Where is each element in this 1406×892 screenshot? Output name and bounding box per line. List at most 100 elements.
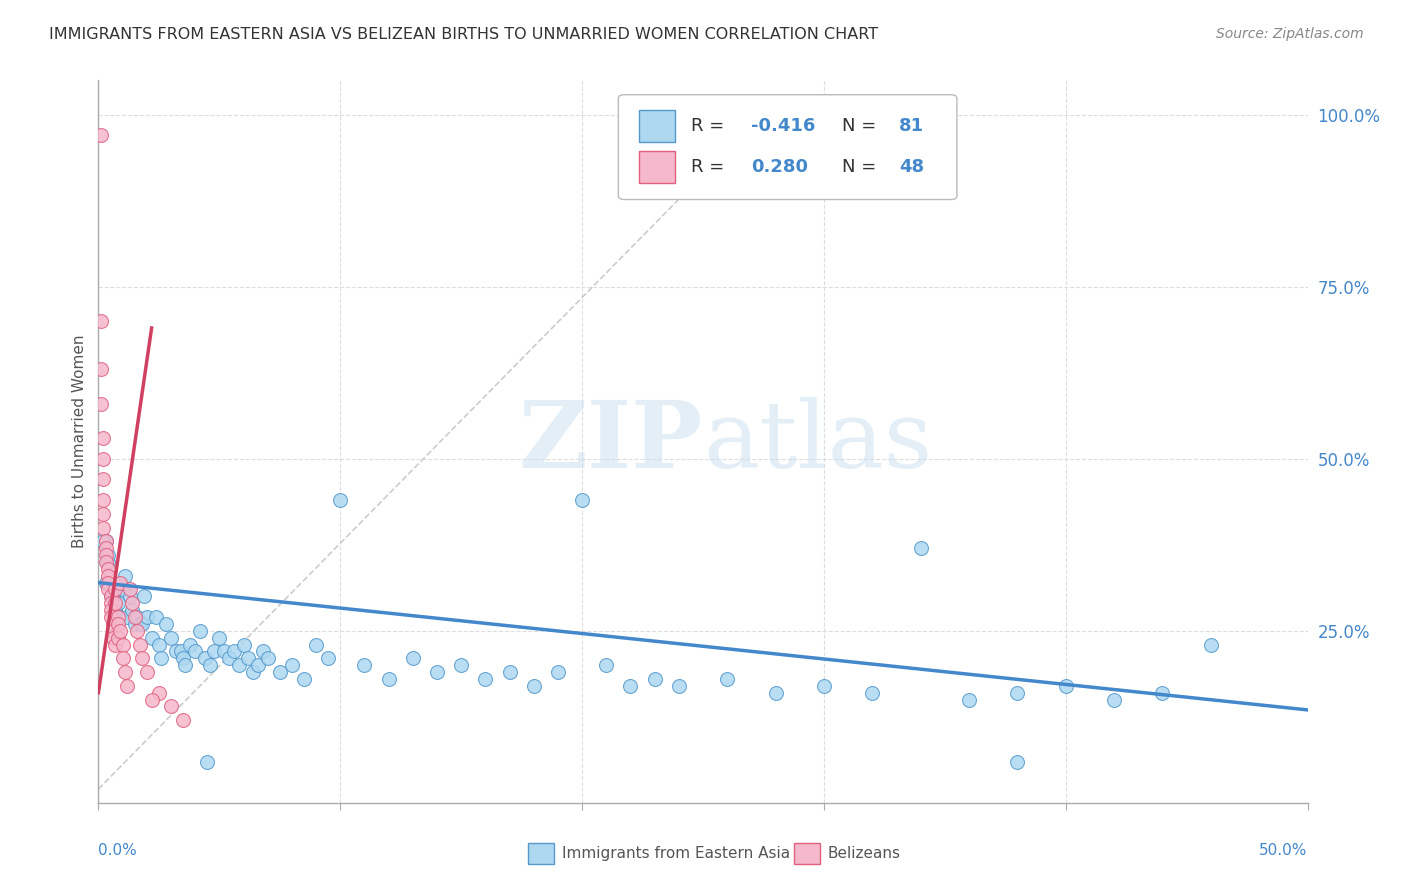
- Text: 50.0%: 50.0%: [1260, 843, 1308, 857]
- Point: [111, 582, 134, 597]
- Point: [135, 610, 157, 624]
- Text: 0.0%: 0.0%: [98, 843, 138, 857]
- Point: [94, 541, 117, 556]
- Point: [1152, 686, 1174, 700]
- Point: [101, 624, 124, 638]
- Point: [108, 624, 131, 638]
- Point: [100, 590, 122, 604]
- Point: [131, 651, 153, 665]
- Point: [111, 638, 134, 652]
- Point: [104, 638, 127, 652]
- Text: IMMIGRANTS FROM EASTERN ASIA VS BELIZEAN BIRTHS TO UNMARRIED WOMEN CORRELATION C: IMMIGRANTS FROM EASTERN ASIA VS BELIZEAN…: [49, 27, 879, 42]
- Point: [118, 582, 141, 597]
- Point: [100, 610, 122, 624]
- Point: [90, 128, 112, 143]
- Point: [100, 603, 122, 617]
- Text: R =: R =: [690, 158, 730, 176]
- Text: ZIP: ZIP: [519, 397, 703, 486]
- Point: [91, 472, 114, 486]
- Point: [97, 555, 120, 569]
- Point: [97, 568, 120, 582]
- Point: [94, 534, 117, 549]
- Point: [242, 665, 264, 679]
- Point: [94, 534, 117, 549]
- Point: [172, 651, 194, 665]
- Point: [127, 624, 149, 638]
- Point: [595, 658, 617, 673]
- Point: [179, 638, 201, 652]
- Point: [155, 616, 177, 631]
- Point: [377, 672, 399, 686]
- Point: [135, 665, 157, 679]
- Point: [101, 590, 124, 604]
- Point: [172, 713, 194, 727]
- Point: [813, 679, 835, 693]
- Text: N =: N =: [842, 158, 882, 176]
- FancyBboxPatch shape: [619, 95, 957, 200]
- Point: [1102, 692, 1125, 706]
- Point: [91, 451, 114, 466]
- Point: [148, 638, 170, 652]
- Point: [91, 534, 114, 549]
- Point: [174, 658, 197, 673]
- Point: [124, 616, 146, 631]
- Point: [148, 686, 170, 700]
- Point: [94, 548, 117, 562]
- Point: [97, 548, 120, 562]
- Point: [1199, 638, 1222, 652]
- Point: [198, 658, 221, 673]
- Point: [1054, 679, 1077, 693]
- Point: [141, 631, 163, 645]
- Point: [101, 631, 124, 645]
- Point: [252, 644, 274, 658]
- Point: [860, 686, 883, 700]
- Point: [117, 679, 139, 693]
- Point: [97, 562, 120, 576]
- Point: [104, 603, 127, 617]
- Point: [184, 644, 207, 658]
- Point: [91, 507, 114, 521]
- Point: [228, 658, 250, 673]
- Point: [305, 638, 328, 652]
- Text: 48: 48: [898, 158, 924, 176]
- Point: [108, 610, 131, 624]
- Point: [91, 520, 114, 534]
- Point: [97, 582, 120, 597]
- Point: [114, 665, 136, 679]
- Text: Belizeans: Belizeans: [828, 846, 901, 861]
- Point: [108, 575, 131, 590]
- Point: [1007, 755, 1029, 769]
- Bar: [638, 151, 675, 183]
- Point: [97, 575, 120, 590]
- Point: [247, 658, 270, 673]
- Point: [111, 651, 134, 665]
- Point: [402, 651, 425, 665]
- Point: [353, 658, 375, 673]
- Point: [204, 644, 226, 658]
- Point: [218, 651, 240, 665]
- Point: [107, 616, 129, 631]
- Point: [232, 638, 254, 652]
- Text: N =: N =: [842, 117, 882, 135]
- Point: [571, 493, 593, 508]
- Point: [128, 616, 150, 631]
- Bar: [638, 110, 675, 142]
- Point: [208, 631, 231, 645]
- Point: [160, 699, 183, 714]
- Text: Immigrants from Eastern Asia: Immigrants from Eastern Asia: [561, 846, 790, 861]
- Point: [644, 672, 666, 686]
- Point: [194, 651, 217, 665]
- Point: [238, 651, 260, 665]
- Point: [281, 658, 304, 673]
- Y-axis label: Births to Unmarried Women: Births to Unmarried Women: [72, 334, 87, 549]
- Point: [329, 493, 352, 508]
- Point: [450, 658, 472, 673]
- Point: [160, 631, 183, 645]
- Point: [127, 610, 149, 624]
- Point: [523, 679, 546, 693]
- Point: [716, 672, 738, 686]
- Point: [90, 314, 112, 328]
- Point: [169, 644, 191, 658]
- Point: [100, 590, 122, 604]
- Point: [1007, 686, 1029, 700]
